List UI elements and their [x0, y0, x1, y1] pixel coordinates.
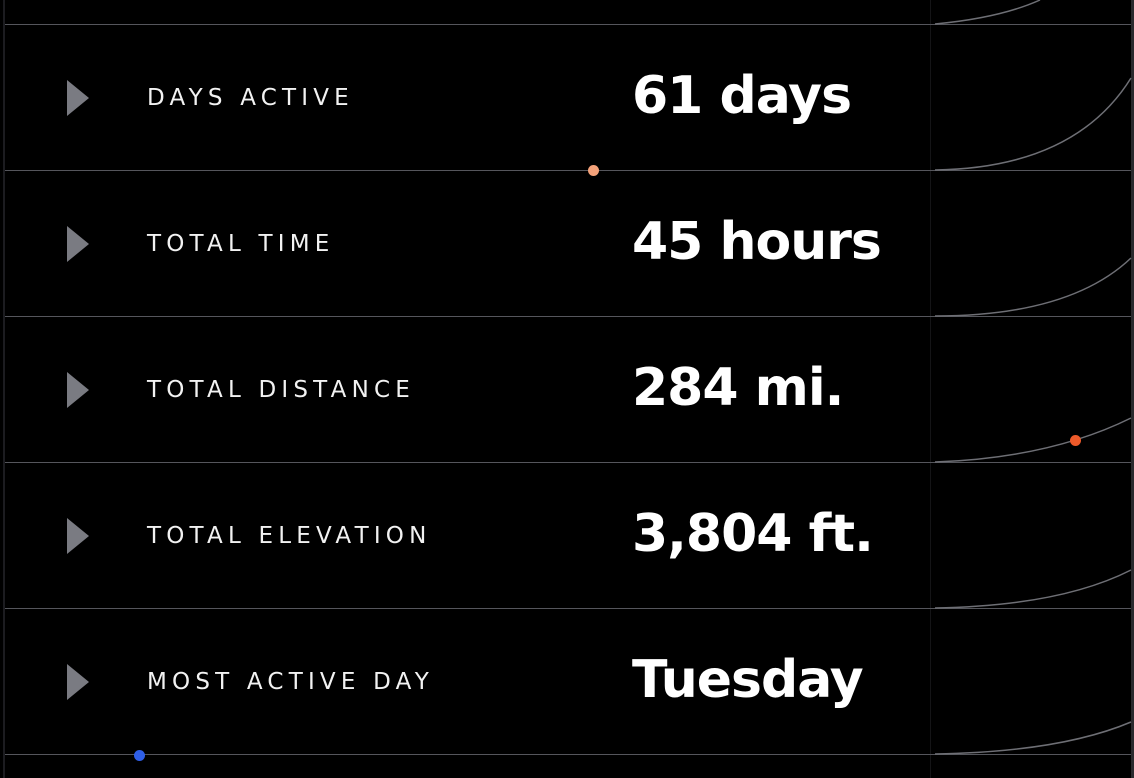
caret-right-icon[interactable]	[67, 372, 89, 408]
left-border	[3, 0, 5, 778]
row-divider	[5, 754, 1131, 755]
stat-value: 61 days	[632, 66, 852, 126]
stat-row-total-time[interactable]: TOTAL TIME 45 hours	[5, 171, 1131, 317]
row-divider	[5, 316, 1131, 317]
caret-right-icon[interactable]	[67, 226, 89, 262]
stat-row-total-elevation[interactable]: TOTAL ELEVATION 3,804 ft.	[5, 463, 1131, 609]
stat-label: DAYS ACTIVE	[147, 85, 354, 111]
row-divider	[5, 462, 1131, 463]
stat-label: TOTAL ELEVATION	[147, 523, 432, 549]
caret-right-icon[interactable]	[67, 518, 89, 554]
stat-row-total-distance[interactable]: TOTAL DISTANCE 284 mi.	[5, 317, 1131, 463]
accent-dot-blue	[134, 750, 145, 761]
stat-value: 3,804 ft.	[632, 504, 874, 564]
scrollbar-track[interactable]	[1131, 0, 1134, 778]
stat-label: TOTAL TIME	[147, 231, 335, 257]
stat-label: TOTAL DISTANCE	[147, 377, 415, 403]
row-divider	[5, 608, 1131, 609]
stat-value: 45 hours	[632, 212, 882, 272]
column-divider	[930, 0, 931, 778]
caret-right-icon[interactable]	[67, 664, 89, 700]
accent-dot-orange	[1070, 435, 1081, 446]
row-divider	[5, 24, 1131, 25]
accent-dot-peach	[588, 165, 599, 176]
row-divider	[5, 170, 1131, 171]
stat-row-most-active-day[interactable]: MOST ACTIVE DAY Tuesday	[5, 609, 1131, 755]
stat-label: MOST ACTIVE DAY	[147, 669, 435, 695]
stat-value: Tuesday	[632, 650, 864, 710]
caret-right-icon[interactable]	[67, 80, 89, 116]
stat-row-days-active[interactable]: DAYS ACTIVE 61 days	[5, 25, 1131, 171]
curve-line	[934, 0, 1041, 25]
stat-value: 284 mi.	[632, 358, 844, 418]
